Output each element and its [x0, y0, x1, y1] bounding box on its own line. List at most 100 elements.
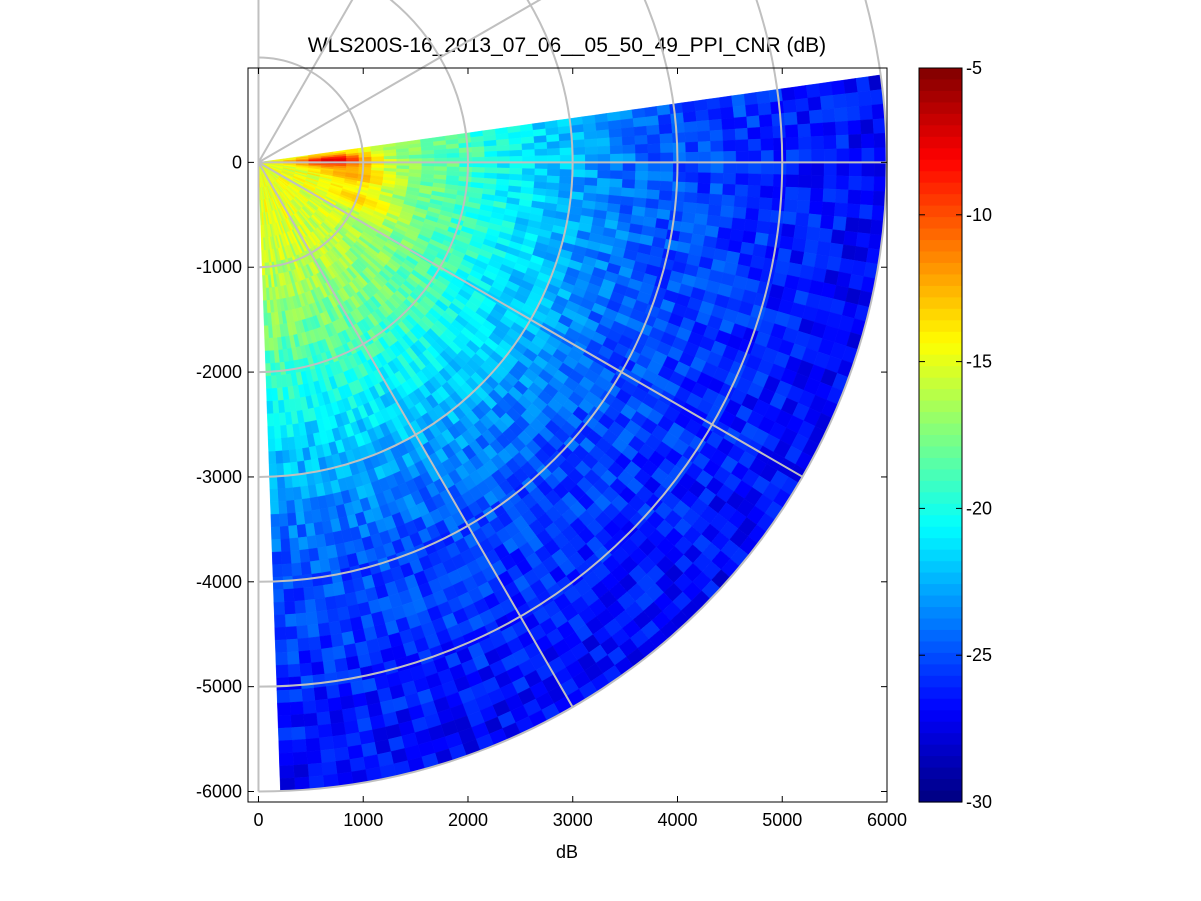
ppi-cell [670, 200, 685, 213]
ppi-cell [278, 739, 294, 754]
colorbar-band [919, 412, 962, 425]
ppi-cell [632, 116, 647, 128]
colorbar-band [919, 687, 962, 700]
ppi-cell [647, 143, 661, 154]
ppi-cell [333, 746, 350, 762]
colorbar-band [919, 572, 962, 585]
colorbar-band [919, 744, 962, 757]
colorbar-tick-label: -20 [966, 498, 992, 518]
ppi-cell [270, 375, 278, 389]
ppi-cell [446, 148, 460, 154]
ppi-cell [572, 154, 586, 163]
ppi-cell [276, 689, 291, 704]
ppi-cell [306, 535, 318, 550]
ppi-cell [695, 109, 710, 122]
ppi-cell [272, 400, 280, 414]
ppi-cell [275, 463, 285, 477]
ppi-cell [631, 107, 646, 119]
ppi-cell [777, 247, 793, 263]
ppi-cell [271, 387, 279, 402]
colorbar-band [919, 171, 962, 184]
colorbar-band [919, 595, 962, 608]
ppi-cell [809, 122, 824, 137]
ppi-cell [646, 134, 661, 145]
ppi-cell [279, 424, 288, 439]
ppi-cell [771, 198, 786, 212]
ppi-cell [745, 103, 760, 118]
ppi-cell [855, 232, 871, 249]
ppi-cell [295, 511, 306, 526]
ppi-cell [421, 153, 435, 159]
ppi-cell [698, 151, 712, 163]
ppi-cell [771, 112, 786, 127]
ppi-cell [874, 147, 888, 163]
ppi-cell [290, 713, 305, 728]
ppi-cell [820, 214, 835, 230]
ppi-cell [622, 153, 636, 163]
ppi-cell [349, 756, 366, 773]
colorbar-band [919, 194, 962, 207]
ppi-cell [635, 153, 649, 163]
ppi-cell [595, 121, 610, 132]
ppi-cell [333, 657, 349, 673]
ppi-cell [748, 150, 762, 163]
ppi-cell [301, 687, 316, 702]
ppi-cell [273, 589, 285, 603]
ppi-cell [559, 140, 573, 149]
ppi-cell [289, 550, 301, 564]
ppi-cell [782, 211, 797, 226]
ppi-cell [861, 162, 875, 177]
ppi-cell [858, 204, 874, 220]
ppi-cell [270, 501, 280, 515]
ppi-cell [684, 182, 699, 194]
ppi-cell [833, 107, 849, 123]
ppi-cell [620, 118, 635, 129]
ppi-cell [284, 487, 295, 502]
ppi-cell [324, 595, 338, 611]
y-tick-label: -1000 [196, 257, 242, 277]
x-tick-label: 1000 [343, 810, 383, 830]
ppi-cell [722, 183, 736, 196]
ppi-cell [318, 736, 335, 751]
ppi-cell [261, 250, 265, 264]
ppi-cell [745, 207, 760, 222]
ppi-cell [672, 181, 686, 193]
ppi-cell [308, 775, 325, 790]
colorbar-band [919, 228, 962, 241]
colorbar-band [919, 297, 962, 310]
y-tick-label: -4000 [196, 572, 242, 592]
ppi-cell [634, 143, 649, 154]
colorbar-band [919, 113, 962, 126]
ppi-cell [283, 474, 293, 489]
ppi-cell [275, 450, 284, 465]
ppi-cell [277, 727, 293, 742]
ppi-cell [670, 112, 685, 125]
ppi-cell [833, 202, 849, 218]
ppi-cell [521, 149, 536, 157]
ppi-cell [872, 190, 887, 207]
ppi-cell [816, 240, 832, 257]
ppi-cell [320, 647, 335, 662]
ppi-cell [309, 560, 322, 575]
ppi-cell [721, 194, 736, 208]
ppi-cell [607, 194, 622, 205]
ppi-cell [292, 486, 303, 501]
ppi-cell [484, 167, 498, 174]
ppi-cell [810, 135, 825, 150]
ppi-cell [758, 197, 773, 211]
ppi-cell [717, 226, 732, 241]
colorbar-band [919, 125, 962, 138]
ppi-cell [685, 162, 699, 173]
ppi-cell [669, 210, 684, 223]
ppi-cell [644, 106, 659, 118]
ppi-cell [832, 93, 847, 109]
ppi-cell [757, 208, 772, 223]
colorbar-band [919, 217, 962, 230]
ppi-cell [858, 104, 874, 121]
ppi-cell [272, 576, 284, 591]
ppi-cell [310, 661, 325, 676]
ppi-cell [291, 739, 307, 754]
ppi-cell [294, 776, 310, 791]
ppi-cell [328, 620, 342, 636]
colorbar-band [919, 515, 962, 528]
